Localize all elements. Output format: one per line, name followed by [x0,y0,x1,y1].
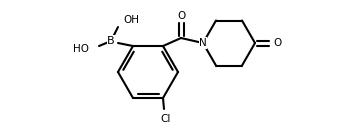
Text: N: N [199,38,207,48]
Text: B: B [107,36,115,46]
Text: O: O [273,38,281,48]
Text: N: N [199,38,207,48]
Text: HO: HO [73,44,89,54]
Text: OH: OH [123,15,139,25]
Text: O: O [177,11,185,21]
Text: Cl: Cl [161,114,171,124]
